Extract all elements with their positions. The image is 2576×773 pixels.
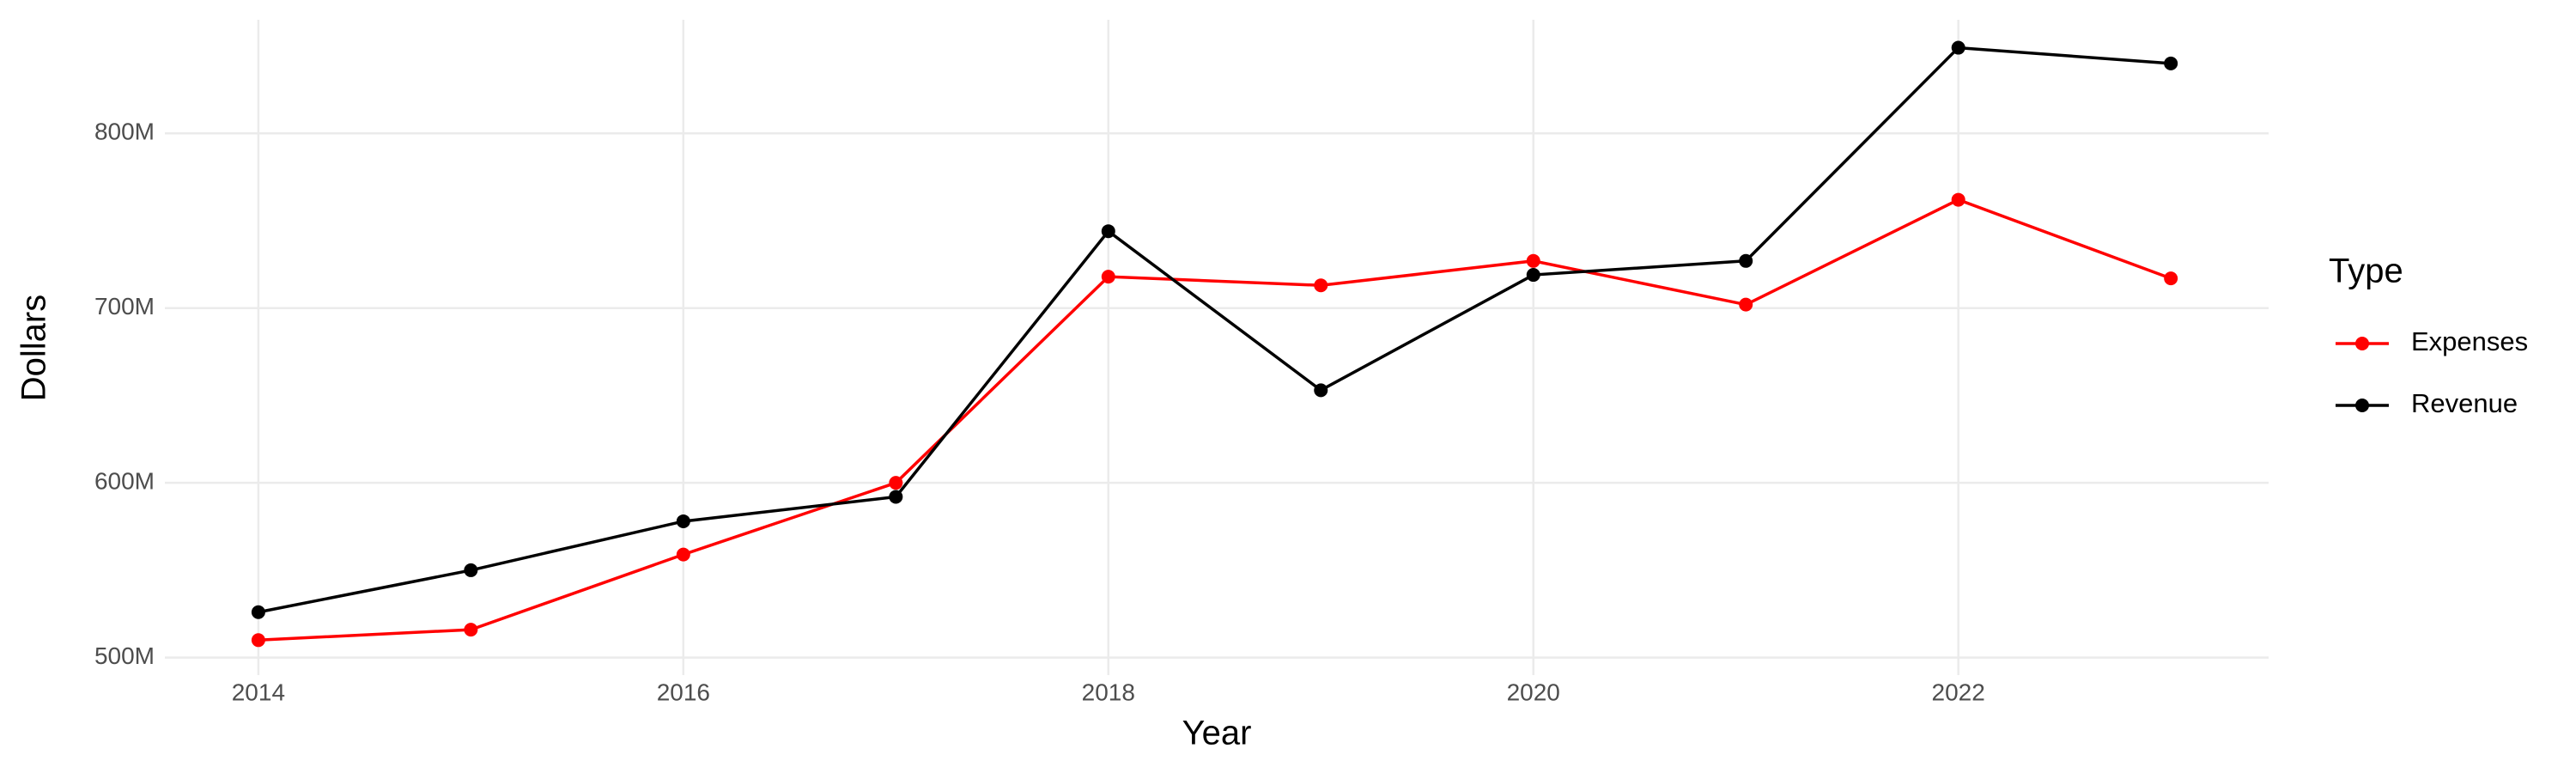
legend-key-point [2355,399,2369,412]
y-axis-title: Dollars [15,295,53,401]
data-point [1526,268,1540,283]
data-point [1739,253,1753,268]
x-tick-label: 2022 [1932,679,1985,705]
data-point [464,623,478,637]
data-point [889,490,903,504]
data-point [676,514,690,528]
series-line [258,46,2172,614]
legend-label: Expenses [2411,326,2528,356]
legend-title: Type [2329,253,2403,290]
x-tick-label: 2018 [1082,679,1135,705]
data-point [2164,56,2178,70]
series-line [258,198,2172,642]
y-tick-label: 600M [94,468,155,495]
data-point [1951,192,1965,207]
y-tick-label: 800M [94,119,155,145]
data-point [1101,224,1115,239]
x-tick-label: 2020 [1507,679,1560,705]
x-axis-title: Year [1182,715,1252,752]
legend-label: Revenue [2411,388,2518,418]
y-tick-label: 700M [94,293,155,320]
data-point [2164,271,2178,286]
data-point [676,547,690,562]
data-point [1101,270,1115,284]
x-tick-label: 2016 [657,679,710,705]
data-point [251,633,265,648]
data-point [1526,253,1540,268]
data-point [1314,278,1328,293]
y-tick-label: 500M [94,642,155,669]
legend-key-point [2355,337,2369,350]
data-point [1739,297,1753,312]
data-point [1314,383,1328,398]
data-point [464,563,478,577]
data-point [1951,40,1965,55]
x-tick-label: 2014 [232,679,285,705]
data-point [251,605,265,619]
data-point [889,476,903,490]
